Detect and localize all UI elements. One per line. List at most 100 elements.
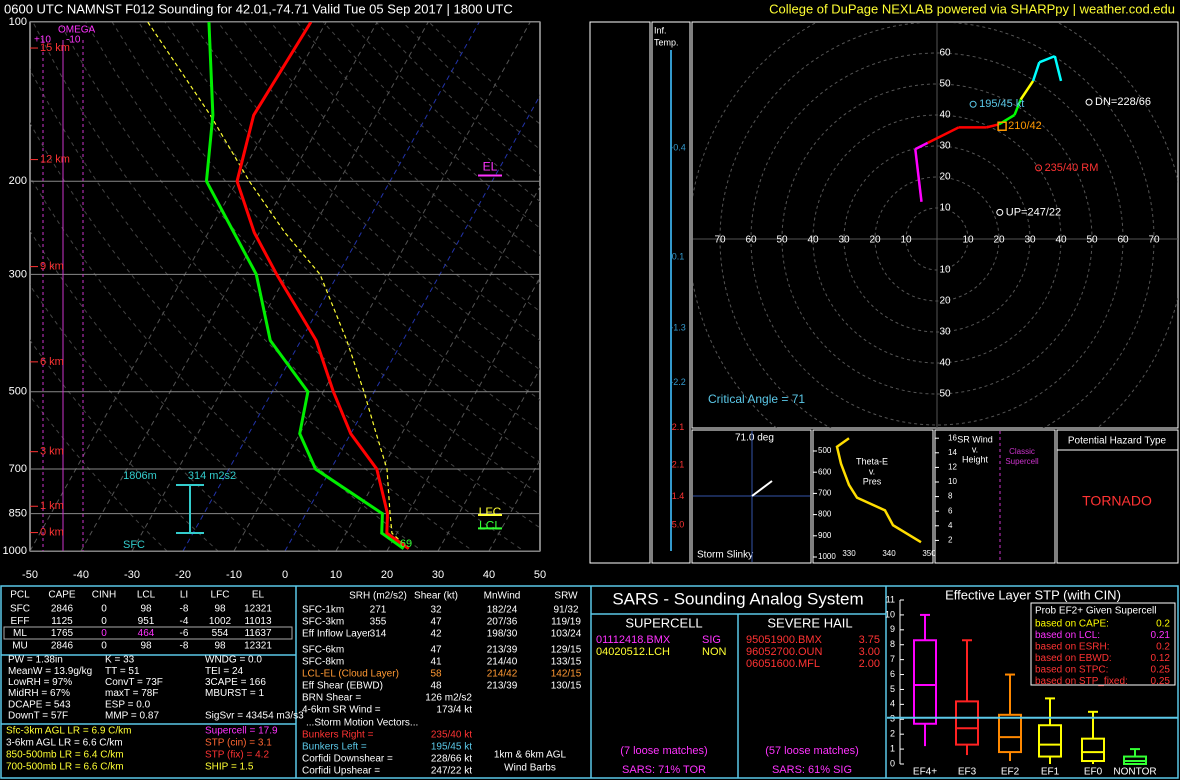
dry-adiabat (30, 339, 219, 551)
label: Temp. (654, 37, 679, 47)
lapse-rate: Sfc-3km AGL LR = 6.9 C/km (6, 726, 132, 737)
table-cell: 198/30 (487, 629, 518, 640)
label: 71.0 deg (735, 433, 774, 444)
box (998, 713, 1022, 754)
table-header: CAPE (48, 590, 76, 601)
dry-adiabat (85, 22, 540, 496)
storm-motion-label: 210/42 (1008, 120, 1042, 132)
table-cell: 98 (140, 641, 152, 652)
storm-motion-marker (996, 208, 1004, 216)
x-tick-label: EF2 (1001, 767, 1020, 778)
dry-adiabat (296, 22, 540, 257)
y-tick-label: 6 (890, 669, 895, 679)
omega-tick: -10 (66, 35, 81, 46)
index: WNDG = 0.0 (205, 655, 262, 666)
table-header: EL (252, 590, 265, 601)
table-cell: 0 (101, 616, 107, 627)
table-cell: 554 (212, 628, 229, 639)
title: 0600 UTC NAMNST F012 Sounding for 42.01,… (4, 1, 513, 16)
hodo-trace (927, 126, 960, 145)
table-header: LFC (211, 590, 230, 601)
table-cell: SFC-3km (302, 617, 344, 628)
index: ConvT = 73F (105, 677, 163, 688)
label: Supercell (1005, 457, 1039, 466)
y-tick-label: 500 (9, 386, 27, 398)
table-cell: Eff Inflow Layer (302, 629, 371, 640)
label: 95051900.BMX (746, 634, 822, 646)
table-cell: 2846 (51, 604, 74, 615)
table-cell: 2846 (51, 641, 74, 652)
x-tick-label: -20 (175, 569, 191, 581)
y-tick-label: 8 (890, 639, 895, 649)
hodo-tick-label: 50 (939, 79, 951, 90)
hodo-tick-label: 60 (1117, 235, 1129, 246)
index: MeanW = 13.9g/kg (8, 666, 92, 677)
label: 3.75 (859, 634, 880, 646)
hodo-tick-label: 10 (939, 203, 951, 214)
y-tick-label: 1000 (818, 552, 836, 561)
isotherm (182, 22, 480, 551)
label: Pres (863, 476, 882, 486)
label: Bunkers Left = (302, 742, 367, 753)
table-cell: 213/39 (487, 645, 518, 656)
table-cell: 133/15 (551, 657, 582, 668)
dry-adiabat (111, 22, 540, 463)
label: 06051600.MFL (746, 658, 820, 670)
index: K = 33 (105, 655, 135, 666)
dry-adiabat (138, 22, 540, 432)
table-cell: SFC-6km (302, 645, 344, 656)
y-tick-label: 10 (885, 609, 895, 619)
label: based on LCL: (1035, 630, 1100, 641)
label: BRN Shear = (302, 693, 361, 704)
hodo-tick-label: 50 (1086, 235, 1098, 246)
table-header: SRH (m2/s2) (349, 591, 407, 602)
y-tick-label: 700 (9, 463, 27, 475)
label: 1806m (123, 470, 157, 482)
inf-temp-label: 0.1 (672, 251, 685, 261)
hodo-tick-label: 40 (807, 235, 819, 246)
table-cell: 0 (101, 628, 107, 639)
y-tick-label: 500 (818, 446, 832, 455)
index: DCAPE = 543 (8, 699, 71, 710)
label: Storm Slinky (697, 550, 753, 561)
table-cell: Eff Shear (EBWD) (302, 681, 383, 692)
isotherm (30, 22, 327, 551)
y-tick-label: 12 (948, 463, 957, 472)
table-cell: 214/42 (487, 669, 518, 680)
table-cell: 11637 (244, 628, 272, 639)
table-cell: EFF (11, 616, 30, 627)
y-tick-label: 6 (948, 506, 953, 515)
table-cell: 91/32 (553, 605, 578, 616)
label: 126 m2/s2 (425, 693, 472, 704)
isotherm (539, 549, 540, 551)
label: Theta-E (856, 456, 888, 466)
table-cell: -4 (180, 616, 189, 627)
hodo-tick-label: 40 (939, 110, 951, 121)
table-cell: 42 (430, 629, 442, 640)
table-cell: ML (13, 628, 27, 639)
dry-adiabat (30, 230, 321, 551)
label: 0.2 (1156, 619, 1170, 630)
temperature-profile (235, 22, 410, 550)
theta-e-profile (835, 437, 922, 544)
height-label: 1 km (40, 500, 64, 512)
y-tick-label: 300 (9, 268, 27, 280)
table-cell: 48 (430, 681, 442, 692)
label: 96052700.OUN (746, 646, 822, 658)
x-tick-label: NONTOR (1113, 767, 1156, 778)
height-label: 15 km (40, 42, 70, 54)
table-cell: SFC-1km (302, 605, 344, 616)
box (913, 639, 937, 725)
hodo-ring (750, 52, 1124, 426)
table-cell: 98 (214, 641, 226, 652)
level-label: EL (483, 160, 498, 174)
y-tick-label: 100 (9, 16, 27, 28)
label: 228/66 kt (431, 754, 472, 765)
label: 247/22 kt (431, 766, 472, 777)
credit: College of DuPage NEXLAB powered via SHA… (769, 1, 1175, 16)
hodo-tick-label: 30 (939, 141, 951, 152)
label: v. (869, 466, 875, 476)
table-cell: 12321 (244, 604, 272, 615)
label: Bunkers Right = (302, 730, 374, 741)
isotherm (284, 94, 540, 551)
